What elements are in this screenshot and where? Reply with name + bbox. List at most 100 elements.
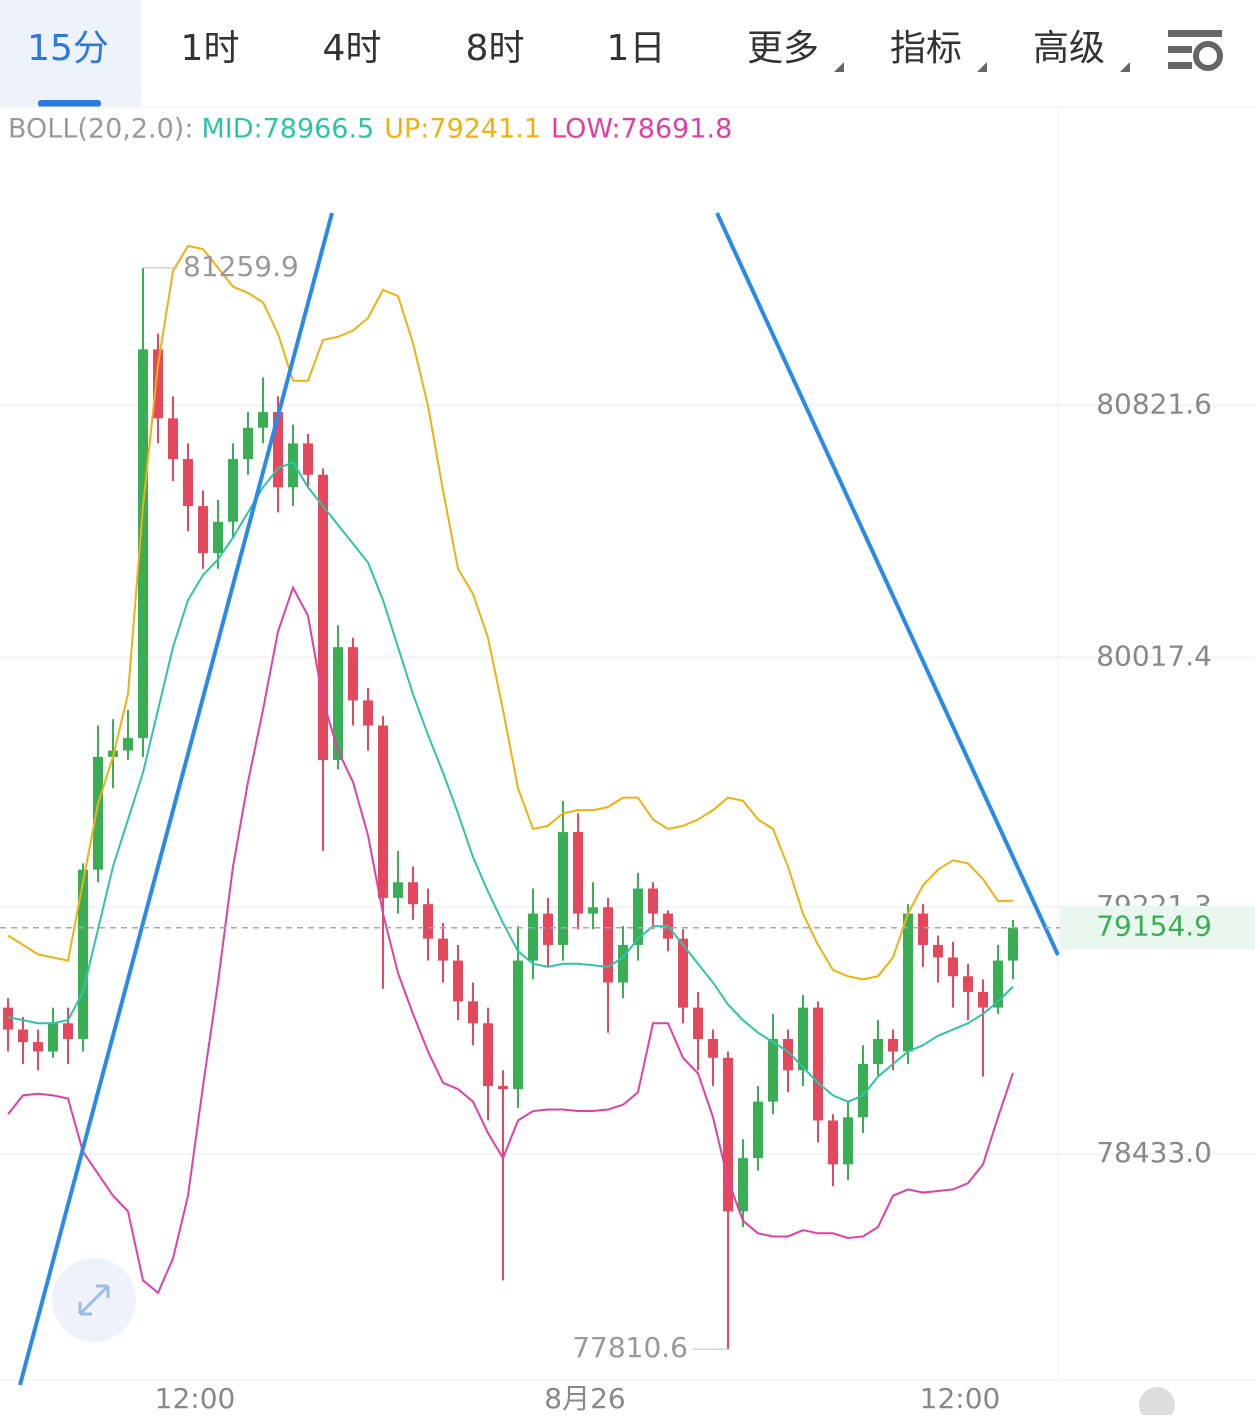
tab[interactable]: 1日 <box>607 28 666 69</box>
candle-body <box>183 459 193 507</box>
candle-body <box>558 832 568 945</box>
y-tick-label: 78433.0 <box>1096 1136 1212 1169</box>
candle-body <box>633 888 643 945</box>
candle-body <box>3 1007 13 1030</box>
candle-body <box>723 1057 733 1212</box>
candle-body <box>903 913 913 1052</box>
expand-icon <box>78 1284 110 1316</box>
candle-body <box>273 412 283 488</box>
candle-body <box>393 882 403 898</box>
candle-body <box>453 960 463 1002</box>
tab[interactable]: 高级 <box>1033 28 1105 69</box>
candle-body <box>888 1038 898 1052</box>
candle-body <box>93 756 103 870</box>
candle-body <box>363 700 373 726</box>
tab[interactable]: 15分 <box>27 28 109 69</box>
candle-body <box>738 1158 748 1212</box>
icon-gear <box>1193 41 1223 71</box>
boll-line <box>7 244 1014 981</box>
candle-body <box>678 938 688 1008</box>
candle-body <box>528 913 538 961</box>
candle-body <box>993 960 1003 1008</box>
x-tick-label: 8月26 <box>544 1382 625 1415</box>
candle-body <box>828 1120 838 1165</box>
candle-body <box>708 1038 718 1058</box>
candle-body <box>303 443 313 475</box>
indicator-name: BOLL(20,2.0): <box>8 114 193 145</box>
candle-body <box>918 913 928 945</box>
candle-body <box>948 957 958 977</box>
candle-body <box>543 913 553 945</box>
candle-body <box>768 1038 778 1102</box>
candle-body <box>33 1042 43 1052</box>
tab[interactable]: 4时 <box>323 28 382 69</box>
candle-body <box>408 882 418 905</box>
tab[interactable]: 8时 <box>466 28 525 69</box>
candle-body <box>423 904 433 939</box>
dropdown-caret <box>1120 62 1130 72</box>
candle-body <box>288 443 298 488</box>
candle-body <box>933 944 943 958</box>
boll-line <box>7 585 1014 1295</box>
boll-line <box>7 460 1014 1103</box>
logo <box>1139 1387 1175 1419</box>
settings-icon[interactable] <box>1168 30 1223 71</box>
candle-body <box>483 1023 493 1086</box>
y-tick-label: 80017.4 <box>1096 639 1212 672</box>
candle-body <box>783 1038 793 1071</box>
trend-line <box>715 212 1060 956</box>
candle-body <box>243 427 253 460</box>
candle-body <box>198 506 208 554</box>
candle-body <box>48 1023 58 1052</box>
candle-body <box>618 944 628 983</box>
candle-body <box>63 1023 73 1039</box>
candle-body <box>798 1007 808 1071</box>
dropdown-caret <box>977 62 987 72</box>
candle-body <box>588 907 598 914</box>
tab[interactable]: 指标 <box>890 28 962 69</box>
icon-bar <box>1168 62 1192 69</box>
icon-bar <box>1168 46 1192 53</box>
candle-body <box>378 725 388 898</box>
candle-body <box>18 1029 28 1043</box>
max-label: 81259.9 <box>183 250 299 283</box>
candle-body <box>333 647 343 760</box>
active-tab-bg <box>0 0 141 106</box>
candle-body <box>348 647 358 701</box>
candle-body <box>813 1007 823 1121</box>
candle-body <box>258 412 268 428</box>
min-label: 77810.6 <box>572 1331 688 1364</box>
candle-body <box>153 349 163 419</box>
candle-body <box>78 869 88 1039</box>
candle-body <box>648 888 658 914</box>
active-tab-underline <box>38 100 101 107</box>
last-price-tag <box>1060 905 1255 950</box>
candle-body <box>228 459 238 522</box>
icon-bar <box>1168 30 1222 37</box>
x-tick-label: 12:00 <box>920 1382 1001 1415</box>
candle-body <box>468 1001 478 1024</box>
candle-body <box>138 349 148 739</box>
legend-entry: UP:79241.1 <box>384 114 541 145</box>
y-tick-label: 80821.6 <box>1096 387 1212 420</box>
candle-body <box>753 1101 763 1159</box>
candle-body <box>873 1038 883 1065</box>
candle-body <box>213 521 223 554</box>
candle-body <box>438 938 448 961</box>
candle-body <box>123 738 133 751</box>
candle-body <box>168 418 178 460</box>
legend-entry: LOW:78691.8 <box>551 114 732 145</box>
candle-body <box>978 991 988 1008</box>
candle-body <box>1008 927 1018 961</box>
legend-entry: MID:78966.5 <box>201 114 374 145</box>
dropdown-caret <box>834 62 844 72</box>
candle-body <box>843 1117 853 1165</box>
candle-body <box>513 960 523 1090</box>
candle-body <box>963 976 973 992</box>
tab[interactable]: 更多 <box>747 28 819 69</box>
tab[interactable]: 1时 <box>181 28 240 69</box>
candle-body <box>693 1007 703 1039</box>
toolbar <box>0 0 1255 106</box>
candle-body <box>858 1064 868 1118</box>
